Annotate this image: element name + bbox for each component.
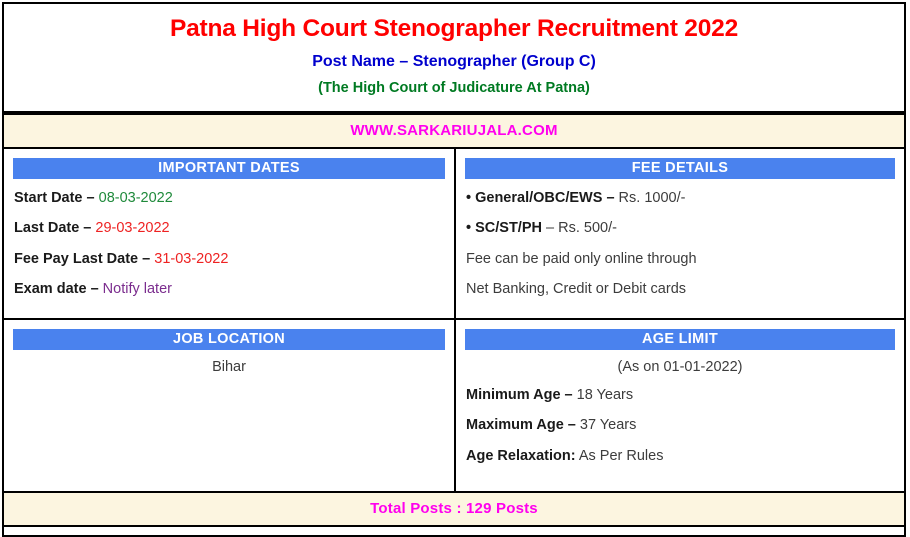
job-location-body: Bihar xyxy=(4,350,454,491)
list-item: • SC/ST/PH – Rs. 500/- xyxy=(466,218,894,239)
job-location-panel: JOB LOCATION Bihar xyxy=(4,319,456,491)
important-dates-heading: IMPORTANT DATES xyxy=(13,157,445,179)
website-url-text: WWW.SARKARIUJALA.COM xyxy=(350,121,558,139)
next-row-partial xyxy=(4,526,904,535)
fee-details-panel: FEE DETAILS • General/OBC/EWS – Rs. 1000… xyxy=(456,148,904,318)
age-relaxation-value: As Per Rules xyxy=(578,447,664,464)
important-dates-panel: IMPORTANT DATES Start Date – 08-03-2022 … xyxy=(4,148,456,318)
list-item: Last Date – 29-03-2022 xyxy=(14,218,444,239)
page-title: Patna High Court Stenographer Recruitmen… xyxy=(169,15,739,42)
list-item: Exam date – Notify later xyxy=(14,279,444,300)
section-row-dates-fee: IMPORTANT DATES Start Date – 08-03-2022 … xyxy=(4,148,904,320)
fee-general-value: Rs. 1000/- xyxy=(618,189,686,206)
maximum-age-label: Maximum Age – xyxy=(466,417,576,434)
list-item: Fee Pay Last Date – 31-03-2022 xyxy=(14,249,444,270)
fee-pay-last-date-value: 31-03-2022 xyxy=(154,250,229,267)
list-item: Age Relaxation: As Per Rules xyxy=(466,446,894,467)
job-location-heading: JOB LOCATION xyxy=(13,328,445,350)
fee-details-heading: FEE DETAILS xyxy=(465,157,895,179)
fee-general-label: • General/OBC/EWS – xyxy=(466,189,615,206)
maximum-age-value: 37 Years xyxy=(579,417,637,434)
age-limit-body: (As on 01-01-2022) Minimum Age – 18 Year… xyxy=(456,350,904,491)
issuing-authority-subtitle: (The High Court of Judicature At Patna) xyxy=(318,80,590,97)
notice-header: Patna High Court Stenographer Recruitmen… xyxy=(4,4,904,113)
total-posts-text: Total Posts : 129 Posts xyxy=(370,499,538,517)
last-date-label: Last Date – xyxy=(14,220,92,237)
website-band: WWW.SARKARIUJALA.COM xyxy=(4,112,904,149)
exam-date-label: Exam date – xyxy=(14,281,99,298)
fee-pay-last-date-label: Fee Pay Last Date – xyxy=(14,250,151,267)
minimum-age-value: 18 Years xyxy=(576,386,634,403)
fee-details-body: • General/OBC/EWS – Rs. 1000/- • SC/ST/P… xyxy=(456,179,904,318)
list-item: Start Date – 08-03-2022 xyxy=(14,188,444,209)
last-date-value: 29-03-2022 xyxy=(95,220,170,237)
start-date-label: Start Date – xyxy=(14,189,95,206)
list-item: • General/OBC/EWS – Rs. 1000/- xyxy=(466,188,894,209)
start-date-value: 08-03-2022 xyxy=(98,189,173,206)
minimum-age-label: Minimum Age – xyxy=(466,386,573,403)
fee-note-line-2: Net Banking, Credit or Debit cards xyxy=(466,281,687,298)
fee-note-line-1: Fee can be paid only online through xyxy=(466,250,697,267)
age-limit-as-on-date: (As on 01-01-2022) xyxy=(617,358,743,375)
age-limit-heading: AGE LIMIT xyxy=(465,328,895,350)
list-item: Maximum Age – 37 Years xyxy=(466,415,894,436)
post-name-subtitle: Post Name – Stenographer (Group C) xyxy=(312,53,596,71)
age-limit-panel: AGE LIMIT (As on 01-01-2022) Minimum Age… xyxy=(456,319,904,491)
job-location-value: Bihar xyxy=(212,358,246,375)
age-relaxation-label: Age Relaxation: xyxy=(466,447,576,464)
list-item: Minimum Age – 18 Years xyxy=(466,385,894,406)
fee-reserved-value: – Rs. 500/- xyxy=(546,220,617,237)
total-posts-band: Total Posts : 129 Posts xyxy=(4,492,904,527)
section-row-location-age: JOB LOCATION Bihar AGE LIMIT (As on 01-0… xyxy=(4,319,904,493)
exam-date-value: Notify later xyxy=(102,281,172,298)
important-dates-body: Start Date – 08-03-2022 Last Date – 29-0… xyxy=(4,179,454,316)
fee-reserved-label: • SC/ST/PH xyxy=(466,220,542,237)
